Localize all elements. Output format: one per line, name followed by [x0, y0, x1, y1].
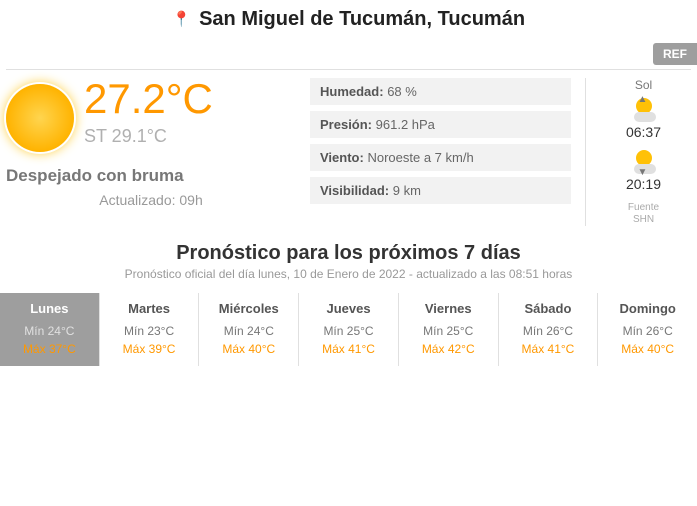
- divider: [6, 69, 691, 70]
- day-max: Máx 39°C: [104, 342, 195, 356]
- forecast-days: Lunes Mín 24°C Máx 37°C Martes Mín 23°C Máx 3…: [0, 293, 697, 366]
- forecast-day[interactable]: Lunes Mín 24°C Máx 37°C: [0, 293, 100, 366]
- day-name: Viernes: [403, 301, 494, 316]
- metric-humidity: Humedad: 68 %: [310, 78, 571, 105]
- location-name: San Miguel de Tucumán, Tucumán: [199, 8, 525, 30]
- visibility-label: Visibilidad:: [320, 183, 389, 198]
- day-min: Mín 26°C: [602, 324, 693, 338]
- location-header: 📍 San Miguel de Tucumán, Tucumán: [0, 0, 697, 43]
- metrics-panel: Humedad: 68 % Presión: 961.2 hPa Viento:…: [310, 78, 571, 226]
- pressure-label: Presión:: [320, 117, 372, 132]
- day-name: Sábado: [503, 301, 594, 316]
- forecast-day[interactable]: Domingo Mín 26°C Máx 40°C: [598, 293, 697, 366]
- sunset-icon: ▼: [632, 150, 656, 174]
- current-conditions: 27.2°C ST 29.1°C Despejado con bruma Act…: [0, 78, 697, 236]
- day-max: Máx 42°C: [403, 342, 494, 356]
- day-max: Máx 40°C: [602, 342, 693, 356]
- ref-button[interactable]: REF: [653, 43, 697, 65]
- day-min: Mín 25°C: [403, 324, 494, 338]
- day-name: Jueves: [303, 301, 394, 316]
- day-min: Mín 24°C: [4, 324, 95, 338]
- day-name: Miércoles: [203, 301, 294, 316]
- forecast-day[interactable]: Martes Mín 23°C Máx 39°C: [100, 293, 200, 366]
- sun-icon: [6, 84, 74, 152]
- day-max: Máx 41°C: [303, 342, 394, 356]
- location-pin-icon: 📍: [172, 11, 191, 28]
- day-min: Mín 24°C: [203, 324, 294, 338]
- sunrise-time: 06:37: [596, 124, 691, 140]
- sun-panel: Sol ▲ 06:37 ▼ 20:19 Fuente SHN: [585, 78, 691, 226]
- pressure-value: 961.2 hPa: [376, 117, 435, 132]
- day-min: Mín 25°C: [303, 324, 394, 338]
- day-name: Domingo: [602, 301, 693, 316]
- day-min: Mín 23°C: [104, 324, 195, 338]
- forecast-day[interactable]: Jueves Mín 25°C Máx 41°C: [299, 293, 399, 366]
- current-left: 27.2°C ST 29.1°C Despejado con bruma Act…: [6, 78, 296, 226]
- weather-description: Despejado con bruma: [6, 166, 296, 186]
- forecast-day[interactable]: Viernes Mín 25°C Máx 42°C: [399, 293, 499, 366]
- sunrise-icon: ▲: [632, 98, 656, 122]
- metric-visibility: Visibilidad: 9 km: [310, 177, 571, 204]
- humidity-value: 68 %: [387, 84, 417, 99]
- day-name: Martes: [104, 301, 195, 316]
- day-name: Lunes: [4, 301, 95, 316]
- day-max: Máx 40°C: [203, 342, 294, 356]
- wind-label: Viento:: [320, 150, 364, 165]
- day-max: Máx 37°C: [4, 342, 95, 356]
- day-min: Mín 26°C: [503, 324, 594, 338]
- visibility-value: 9 km: [393, 183, 421, 198]
- forecast-title: Pronóstico para los próximos 7 días: [0, 242, 697, 265]
- wind-value: Noroeste a 7 km/h: [367, 150, 473, 165]
- day-max: Máx 41°C: [503, 342, 594, 356]
- metric-pressure: Presión: 961.2 hPa: [310, 111, 571, 138]
- sunset-time: 20:19: [596, 176, 691, 192]
- source-label: Fuente: [596, 202, 691, 214]
- forecast-subtitle: Pronóstico oficial del día lunes, 10 de …: [0, 267, 697, 281]
- forecast-day[interactable]: Sábado Mín 26°C Máx 41°C: [499, 293, 599, 366]
- sun-label: Sol: [596, 78, 691, 92]
- updated-time: Actualizado: 09h: [6, 192, 296, 208]
- source-value: SHN: [596, 214, 691, 226]
- current-temperature: 27.2°C: [84, 78, 213, 120]
- humidity-label: Humedad:: [320, 84, 384, 99]
- forecast-day[interactable]: Miércoles Mín 24°C Máx 40°C: [199, 293, 299, 366]
- metric-wind: Viento: Noroeste a 7 km/h: [310, 144, 571, 171]
- feels-like: ST 29.1°C: [84, 126, 213, 147]
